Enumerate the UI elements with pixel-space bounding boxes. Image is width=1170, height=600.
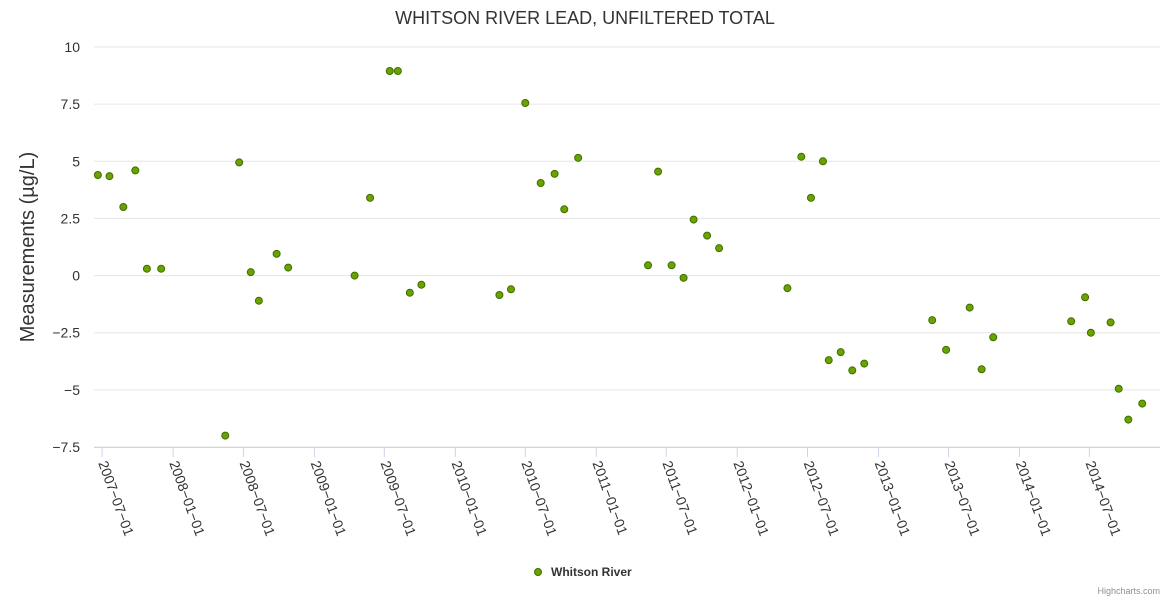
x-tick-label: 2010−01−01: [449, 459, 491, 539]
x-tick-label: 2012−07−01: [801, 459, 843, 539]
data-point[interactable]: [521, 99, 530, 107]
y-tick-label: 0: [72, 268, 80, 284]
x-tick-label: 2014−01−01: [1013, 459, 1055, 539]
y-tick-label: 5: [72, 153, 80, 169]
data-point[interactable]: [366, 193, 375, 202]
data-point[interactable]: [644, 261, 653, 270]
data-point[interactable]: [1067, 317, 1076, 326]
data-point[interactable]: [689, 215, 698, 224]
data-point[interactable]: [703, 231, 712, 240]
data-point[interactable]: [119, 203, 128, 211]
data-point[interactable]: [393, 67, 402, 75]
credits-link[interactable]: Highcharts.com: [1097, 586, 1160, 596]
x-tick-label: 2008−07−01: [237, 459, 279, 539]
x-tick-label: 2007−07−01: [95, 459, 137, 539]
data-point[interactable]: [560, 205, 569, 214]
data-point[interactable]: [1081, 293, 1090, 302]
data-point[interactable]: [860, 359, 869, 368]
data-point[interactable]: [93, 171, 102, 179]
data-point[interactable]: [1086, 328, 1095, 337]
data-point[interactable]: [142, 264, 151, 273]
data-point[interactable]: [385, 67, 394, 75]
x-tick-label: 2011−07−01: [659, 459, 701, 538]
data-point[interactable]: [654, 167, 663, 176]
y-axis-ticks: 10 7.5 5 2.5 0 −2.5 −5 −7.5: [52, 39, 80, 455]
data-point[interactable]: [1114, 384, 1123, 393]
x-tick-label: 2012−01−01: [730, 459, 772, 539]
data-point[interactable]: [495, 291, 504, 299]
data-point[interactable]: [550, 169, 559, 178]
chart-title: WHITSON RIVER LEAD, UNFILTERED TOTAL: [395, 8, 775, 28]
x-tick-label: 2010−07−01: [518, 459, 560, 539]
x-axis-ticks: 2007−07−01 2008−01−01 2008−07−01 2009−01−01…: [95, 447, 1125, 539]
y-tick-label: 7.5: [61, 96, 81, 112]
data-point[interactable]: [836, 348, 845, 357]
x-tick-label: 2011−01−01: [589, 459, 631, 538]
y-tick-label: 2.5: [61, 210, 81, 226]
legend-label[interactable]: Whitson River: [551, 565, 632, 579]
data-point[interactable]: [235, 158, 244, 167]
data-point[interactable]: [246, 268, 255, 277]
data-point[interactable]: [284, 263, 293, 272]
legend[interactable]: Whitson River: [534, 565, 633, 579]
data-point[interactable]: [536, 179, 545, 187]
y-tick-label: 10: [64, 39, 80, 55]
data-point[interactable]: [942, 345, 951, 354]
data-point[interactable]: [405, 288, 414, 297]
data-point[interactable]: [783, 284, 792, 293]
data-point[interactable]: [105, 172, 114, 181]
x-tick-label: 2008−01−01: [166, 459, 208, 539]
y-tick-label: −5: [64, 382, 80, 398]
data-point[interactable]: [131, 166, 140, 175]
x-tick-label: 2014−07−01: [1083, 459, 1125, 539]
x-tick-label: 2009−07−01: [378, 459, 420, 539]
data-point[interactable]: [1106, 318, 1115, 327]
data-point[interactable]: [797, 152, 806, 161]
data-point[interactable]: [254, 296, 263, 305]
y-tick-label: −7.5: [52, 439, 80, 455]
data-point[interactable]: [977, 365, 986, 374]
data-point[interactable]: [157, 264, 166, 273]
data-point[interactable]: [679, 273, 688, 282]
data-point[interactable]: [806, 193, 815, 202]
data-point[interactable]: [1138, 399, 1147, 408]
data-point[interactable]: [221, 431, 230, 440]
series-points[interactable]: [93, 67, 1147, 440]
y-axis-title: Measurements (µg/L): [17, 152, 39, 342]
grid-lines: [94, 46, 1160, 448]
data-point[interactable]: [848, 366, 857, 375]
x-tick-label: 2013−01−01: [872, 459, 914, 539]
x-tick-label: 2013−07−01: [942, 459, 984, 539]
data-point[interactable]: [928, 316, 937, 325]
data-point[interactable]: [350, 271, 359, 280]
legend-marker-icon[interactable]: [534, 568, 542, 576]
data-point[interactable]: [1124, 415, 1133, 424]
data-point[interactable]: [989, 333, 998, 342]
data-point[interactable]: [667, 261, 676, 270]
x-tick-label: 2009−01−01: [308, 459, 350, 539]
data-point[interactable]: [574, 153, 583, 162]
y-tick-label: −2.5: [52, 325, 80, 341]
data-point[interactable]: [715, 244, 724, 253]
data-point[interactable]: [965, 303, 974, 312]
data-point[interactable]: [506, 285, 515, 294]
data-point[interactable]: [272, 249, 281, 258]
data-point[interactable]: [824, 356, 833, 365]
data-point[interactable]: [818, 157, 827, 166]
data-point[interactable]: [417, 280, 426, 289]
